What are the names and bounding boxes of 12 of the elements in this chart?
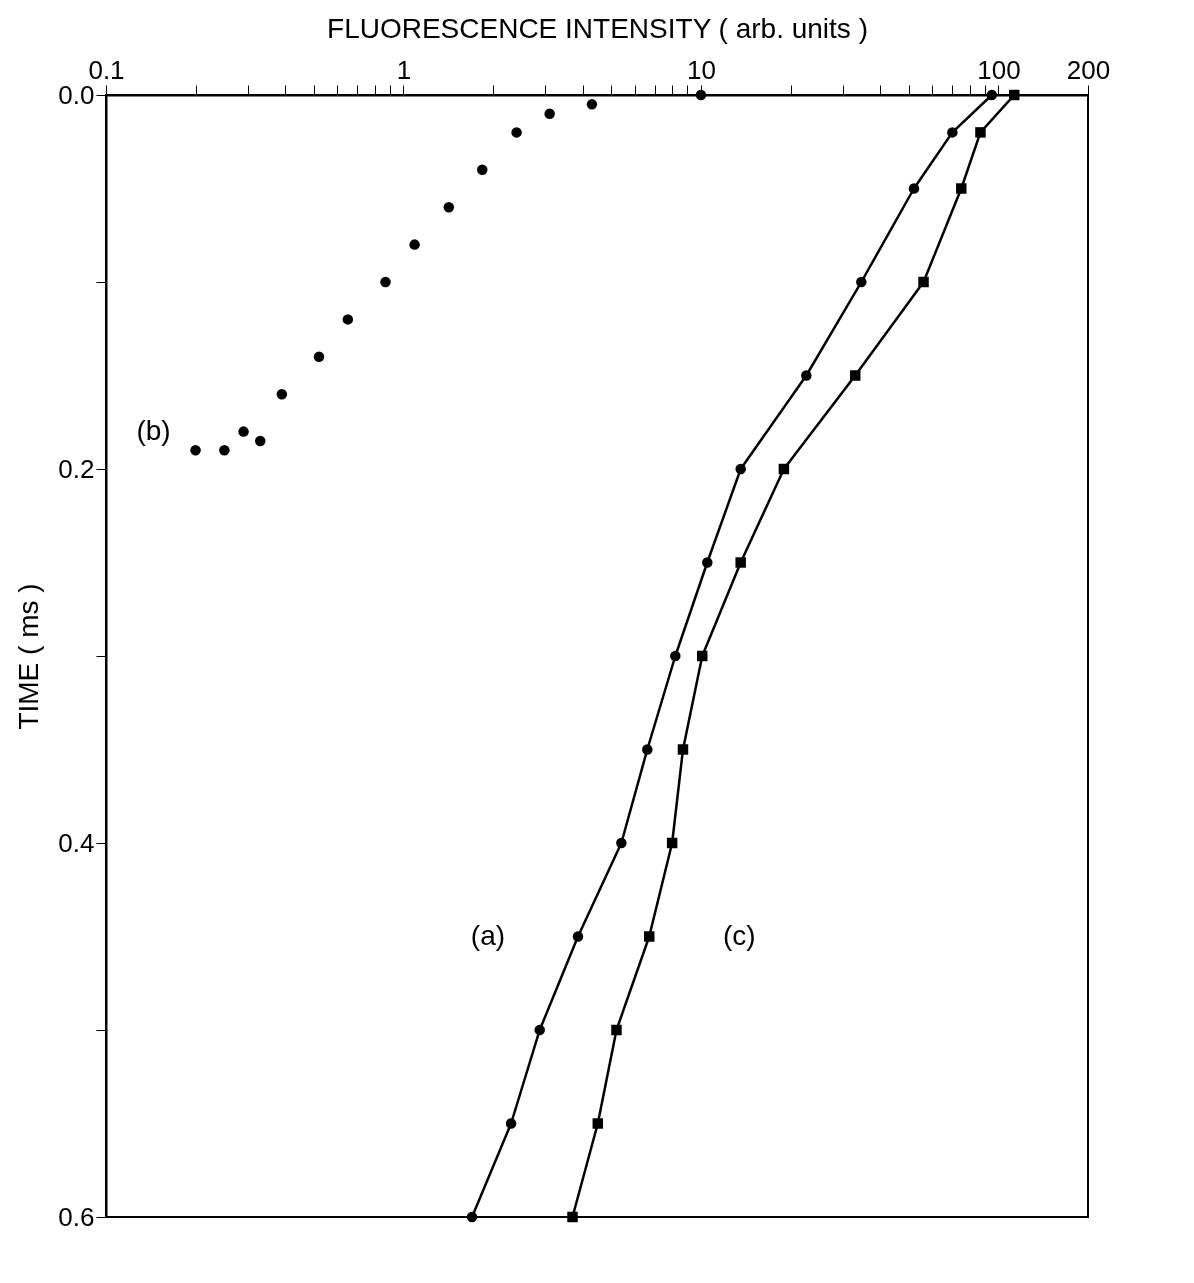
text: (c) [722, 919, 756, 951]
text: (a) [470, 919, 506, 951]
y-tick-label: 0.4 [58, 827, 95, 858]
x-axis-title: FLUORESCENCE INTENSITY ( arb. units ) [327, 12, 868, 44]
y-tick-label: 0.2 [58, 453, 95, 484]
x-tick-label: 10 [687, 54, 716, 85]
x-tick-label: 100 [977, 54, 1021, 85]
x-tick-label: 1 [396, 54, 412, 85]
x-tick-label: 200 [1066, 54, 1111, 85]
series-label: (b) [136, 414, 171, 446]
y-tick-label: 0.6 [58, 1201, 95, 1232]
y-axis-title: TIME ( ms ) [13, 583, 45, 730]
